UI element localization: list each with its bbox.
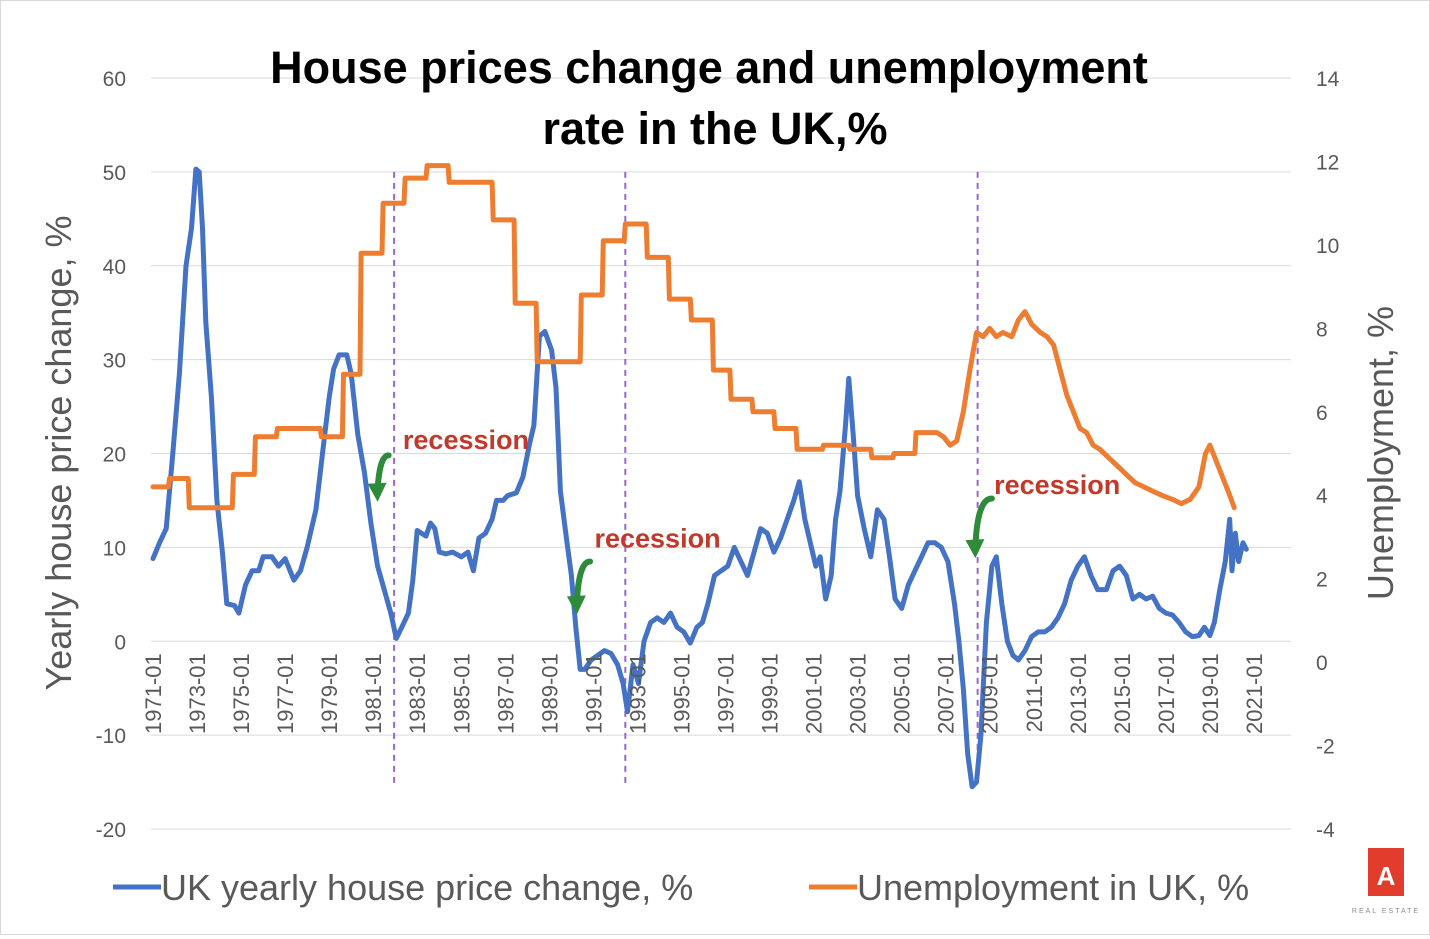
x-tick-label: 2021-01 (1242, 653, 1267, 734)
recession-arrow-shaft (972, 495, 995, 550)
x-tick-label: 2007-01 (934, 653, 959, 734)
x-tick-label: 1989-01 (537, 653, 562, 734)
right-tick-label: -4 (1316, 819, 1335, 842)
brand-logo-subtext: REAL ESTATE (1352, 908, 1420, 915)
x-axis-ticks: 1971-01 1973-01 1975-01 1977-01 1979-01 1981-… (141, 653, 1267, 734)
legend-label-house-price: UK yearly house price change, % (161, 867, 693, 908)
series-lines (150, 163, 1249, 790)
right-tick-label: 12 (1316, 151, 1339, 174)
x-tick-label: 1995-01 (669, 653, 694, 734)
x-tick-label: 2017-01 (1154, 653, 1179, 734)
x-tick-label: 1991-01 (581, 653, 606, 734)
right-tick-label: 10 (1316, 235, 1339, 258)
x-tick-label: 2015-01 (1110, 653, 1135, 734)
recession-arrow-head (367, 482, 387, 502)
chart-title-line-1: House prices change and unemployment (270, 42, 1148, 93)
annotations: recession recession recession (367, 425, 1120, 615)
left-tick-label: -10 (96, 725, 126, 748)
brand-logo-mark: A (1377, 861, 1396, 891)
recession-arrow-head (965, 539, 985, 559)
recession-label: recession (994, 470, 1120, 500)
recession-label: recession (594, 523, 720, 553)
x-tick-label: 2019-01 (1198, 653, 1223, 734)
left-tick-label: 60 (103, 68, 126, 91)
recession-markers (393, 171, 979, 787)
legend: UK yearly house price change, % Unemploy… (113, 867, 1249, 908)
x-tick-label: 1971-01 (141, 653, 166, 734)
chart-title-line-2: rate in the UK,% (542, 103, 887, 154)
series-unemployment-line (150, 163, 1237, 511)
left-tick-label: 20 (103, 444, 126, 467)
right-tick-label: 6 (1316, 402, 1328, 425)
x-tick-label: 1975-01 (229, 653, 254, 734)
recession-label: recession (403, 425, 529, 455)
left-axis-title: Yearly house price change, % (38, 216, 79, 691)
right-tick-label: -2 (1316, 736, 1335, 759)
brand-logo: A REAL ESTATE (1352, 848, 1420, 915)
x-tick-label: 1973-01 (185, 653, 210, 734)
legend-label-unemployment: Unemployment in UK, % (857, 867, 1249, 908)
recession-arrow-head (566, 595, 586, 615)
x-tick-label: 1981-01 (361, 653, 386, 734)
x-tick-label: 1999-01 (758, 653, 783, 734)
x-tick-label: 1997-01 (714, 653, 739, 734)
gridlines (151, 77, 1291, 830)
left-tick-label: 0 (114, 631, 126, 654)
left-tick-label: 30 (103, 350, 126, 373)
x-tick-label: 2009-01 (978, 653, 1003, 734)
right-tick-label: 14 (1316, 68, 1340, 91)
right-tick-label: 8 (1316, 318, 1328, 341)
left-tick-label: 40 (103, 256, 126, 279)
left-tick-label: 10 (103, 537, 126, 560)
brand-logo-badge (1368, 848, 1404, 896)
right-y-axis-ticks: -4 -2 0 2 4 6 8 10 12 14 (1316, 68, 1340, 842)
right-axis-title: Unemployment, % (1360, 306, 1401, 600)
left-tick-label: 50 (103, 162, 126, 185)
x-tick-label: 1993-01 (625, 653, 650, 734)
x-tick-label: 1977-01 (273, 653, 298, 734)
right-tick-label: 2 (1316, 569, 1328, 592)
x-tick-label: 1985-01 (449, 653, 474, 734)
x-tick-label: 2013-01 (1066, 653, 1091, 734)
x-tick-label: 2011-01 (1022, 653, 1047, 732)
x-tick-label: 1987-01 (493, 653, 518, 734)
left-tick-label: -20 (96, 819, 126, 842)
right-tick-label: 4 (1316, 485, 1328, 508)
x-tick-label: 2005-01 (890, 653, 915, 734)
x-tick-label: 2003-01 (846, 653, 871, 734)
x-tick-label: 1979-01 (317, 653, 342, 734)
left-y-axis-ticks: -20 -10 0 10 20 30 40 50 60 (96, 68, 126, 842)
x-tick-label: 2001-01 (802, 653, 827, 734)
right-tick-label: 0 (1316, 652, 1328, 675)
x-tick-label: 1983-01 (405, 653, 430, 734)
series-house-price-line (150, 166, 1249, 790)
